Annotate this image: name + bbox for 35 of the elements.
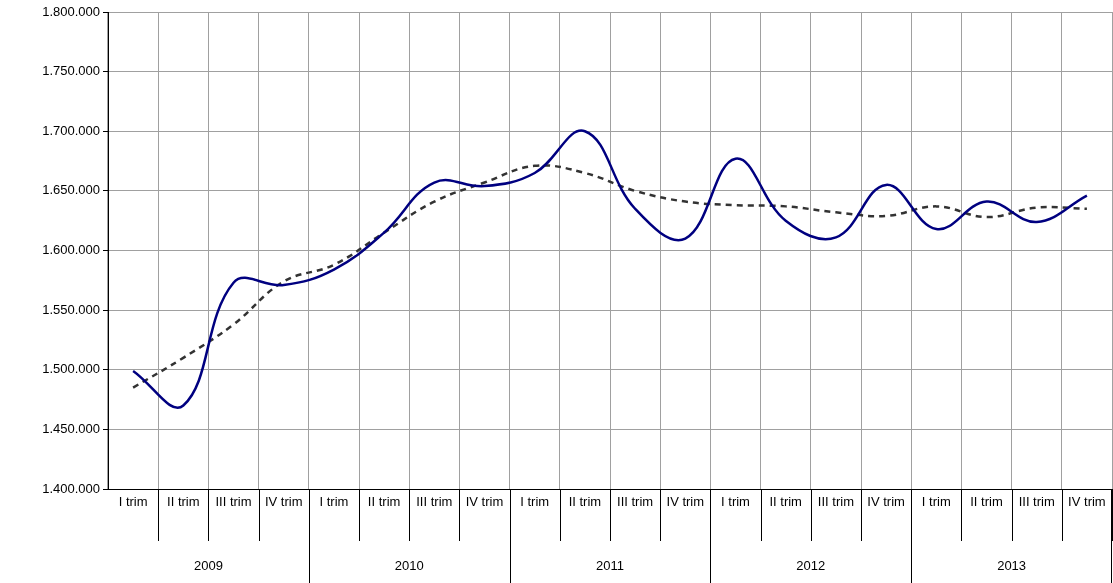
x-tick-label: I trim (319, 494, 349, 510)
x-tick-label: I trim (921, 494, 951, 510)
x-tick-label: III trim (817, 494, 854, 510)
x-tick-label: III trim (1018, 494, 1055, 510)
x-tick-label: III trim (416, 494, 453, 510)
text: 2013 (997, 557, 1027, 573)
y-tick-label: 1.700.000 (42, 122, 100, 138)
text: 2010 (394, 557, 424, 573)
text: 2009 (193, 557, 223, 573)
text: 2012 (796, 557, 826, 573)
y-tick-label: 1.800.000 (42, 3, 100, 19)
y-tick-label: 1.550.000 (42, 301, 100, 317)
x-tick-label: I trim (118, 494, 148, 510)
x-tick-label: IV trim (264, 494, 303, 510)
x-tick-label: II trim (769, 494, 802, 510)
y-tick-label: 1.650.000 (42, 182, 100, 198)
x-tick-label: I trim (721, 494, 750, 510)
x-tick-label: IV trim (1068, 494, 1106, 510)
x-tick-label: IV trim (666, 494, 705, 510)
y-tick-label: 1.450.000 (42, 420, 100, 436)
x-tick-label: II trim (568, 494, 602, 510)
x-tick-label: III trim (617, 494, 654, 510)
text: 2011 (596, 557, 624, 573)
line-series (131, 164, 1089, 389)
x-tick-label: II trim (970, 494, 1003, 510)
y-tick-label: 1.600.000 (42, 242, 100, 258)
y-tick-label: 1.500.000 (42, 361, 100, 377)
y-tick-label: 1.750.000 (42, 63, 100, 79)
y-tick-label: 1.400.000 (42, 480, 100, 496)
x-tick-label: II trim (367, 494, 401, 510)
x-tick-label: III trim (215, 494, 252, 510)
x-tick-label: I trim (520, 494, 550, 510)
x-tick-label: II trim (167, 494, 200, 510)
x-tick-label: IV trim (867, 494, 905, 510)
x-tick-label: IV trim (465, 494, 504, 510)
